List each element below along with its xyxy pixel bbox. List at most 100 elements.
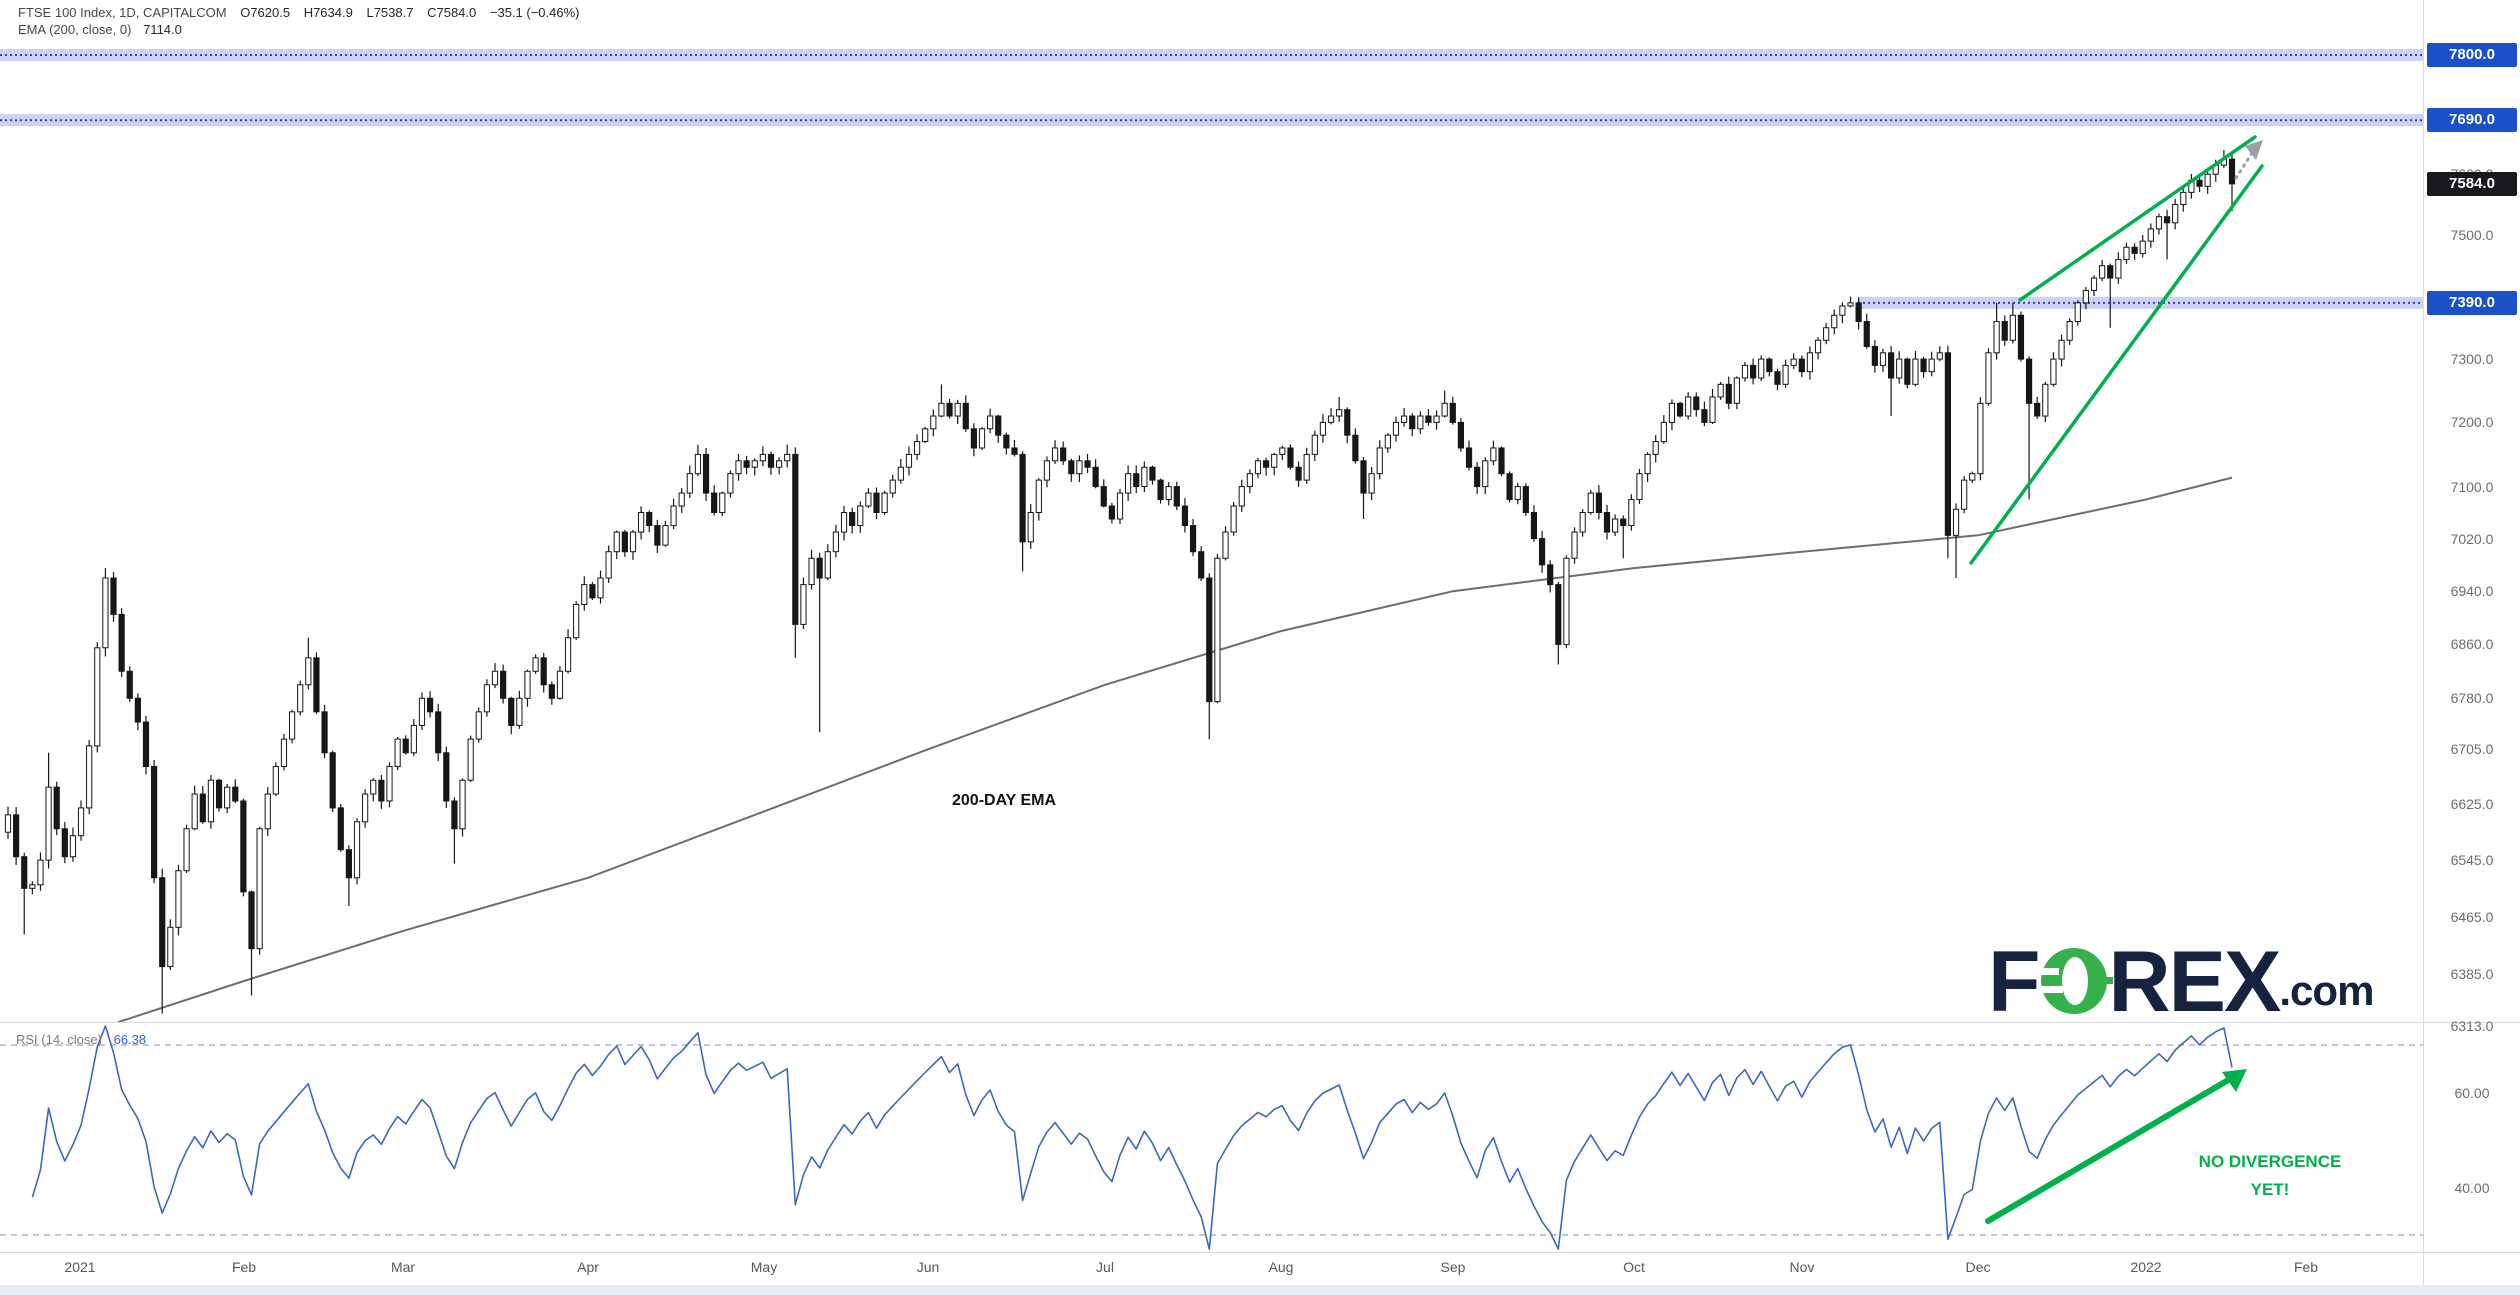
candle-body [2099, 265, 2106, 279]
candle-body [1603, 512, 1611, 533]
candle-body [775, 460, 783, 468]
candle-body [126, 670, 133, 699]
candle-body [69, 835, 77, 858]
time-axis-separator[interactable] [0, 1252, 2520, 1253]
pane-separator[interactable] [0, 1022, 2520, 1023]
candle-body [873, 492, 880, 514]
time-axis-label[interactable]: Oct [1623, 1259, 1645, 1275]
candle-body [13, 814, 20, 858]
candle-body [207, 779, 215, 823]
candle-body [1717, 383, 1724, 398]
rsi-trend-arrow[interactable] [1985, 1076, 2233, 1224]
last-price-badge[interactable]: 7584.0 [2427, 171, 2517, 196]
symbol-title[interactable]: FTSE 100 Index, 1D, CAPITALCOM [18, 5, 227, 20]
candle-body [987, 415, 994, 430]
price-level-badge[interactable]: 7390.0 [2427, 290, 2517, 315]
time-axis-label[interactable]: Jul [1096, 1259, 1114, 1275]
candle-body [1863, 321, 1870, 348]
price-change: −35.1 (−0.46%) [489, 5, 580, 20]
candle-body [1465, 447, 1473, 468]
time-axis-label[interactable]: Nov [1789, 1259, 1815, 1275]
ema-annotation: 200-DAY EMA [952, 792, 1057, 809]
candle-body [508, 697, 515, 726]
bottom-toolbar-strip [0, 1285, 2520, 1295]
candle-body [110, 577, 117, 615]
rsi-line[interactable] [31, 1025, 2233, 1250]
rsi-legend-value: 66.38 [113, 1032, 147, 1047]
time-axis-label[interactable]: Feb [231, 1259, 257, 1275]
candle-body [467, 738, 474, 781]
time-axis-label[interactable]: Mar [390, 1259, 416, 1275]
projection-arrowhead-icon[interactable] [2245, 140, 2263, 160]
rsi-legend-label[interactable]: RSI (14, close) [16, 1032, 102, 1047]
candle-body [1157, 479, 1164, 501]
candle-body [1920, 358, 1927, 373]
candle-body [1612, 518, 1619, 533]
wedge-upper-trendline[interactable] [2018, 135, 2257, 302]
candle-body [751, 460, 758, 468]
price-axis-label: 6313.0 [2450, 1017, 2494, 1034]
candle-body [2025, 358, 2033, 404]
candle-body [151, 765, 158, 879]
candle-body [61, 828, 68, 858]
candle-body [313, 657, 320, 713]
projection-dotted-line[interactable] [2234, 151, 2254, 180]
time-axis-label[interactable]: Apr [577, 1259, 599, 1275]
candle-body [418, 697, 426, 726]
candle-body [321, 711, 328, 754]
candle-body [865, 492, 872, 507]
candle-body [1246, 473, 1253, 488]
candle-body [1806, 352, 1814, 373]
candle-body [646, 512, 653, 527]
candle-body [102, 577, 109, 649]
ema-200-line[interactable] [117, 476, 2233, 1024]
candle-body [1839, 305, 1846, 316]
candle-body [1644, 453, 1651, 475]
candle-body [248, 891, 255, 950]
candle-body [288, 711, 296, 740]
time-axis-label[interactable]: Dec [1965, 1259, 1991, 1275]
price-level-badge[interactable]: 7800.0 [2427, 43, 2517, 67]
time-axis-label[interactable]: 2022 [2130, 1259, 2162, 1275]
symbol-legend[interactable]: FTSE 100 Index, 1D, CAPITALCOM O7620.5 H… [18, 5, 580, 20]
candle-body [621, 531, 628, 553]
time-axis-label[interactable]: May [750, 1259, 778, 1275]
candle-body [2001, 321, 2008, 341]
candle-body [662, 525, 669, 546]
candle-body [1027, 512, 1034, 543]
candle-body [1936, 352, 1943, 360]
wedge-lower-trendline[interactable] [1969, 164, 2264, 565]
price-axis-label: 6860.0 [2450, 636, 2494, 653]
candle-body [1230, 505, 1237, 533]
candle-body [556, 670, 564, 699]
ema-legend[interactable]: EMA (200, close, 0) 7114.0 [18, 22, 182, 37]
logo-circle-hole [2061, 957, 2088, 1005]
time-axis-label[interactable]: Sep [1440, 1259, 1466, 1275]
candle-body [1019, 453, 1026, 543]
rsi-arrowhead-icon[interactable] [2222, 1069, 2247, 1092]
candle-body [857, 505, 864, 527]
candle-body [1254, 460, 1262, 475]
time-axis-label[interactable]: 2021 [64, 1259, 96, 1275]
candle-body [629, 531, 637, 553]
candle-body [800, 584, 807, 625]
candle-body [1912, 358, 1919, 385]
time-axis-label[interactable]: Feb [2293, 1259, 2319, 1275]
time-axis-label[interactable]: Jun [916, 1259, 940, 1275]
rsi-legend[interactable]: RSI (14, close) 66.38 [16, 1032, 146, 1047]
candle-body [1668, 402, 1676, 423]
candle-body [459, 779, 466, 830]
candle-body [913, 441, 921, 455]
candle-body [832, 531, 840, 553]
candle-body [1831, 314, 1838, 329]
candle-body [402, 738, 409, 754]
candle-body [1344, 409, 1351, 436]
time-axis-label[interactable]: Aug [1268, 1259, 1294, 1275]
candle-body [1482, 460, 1489, 488]
ema-legend-label[interactable]: EMA (200, close, 0) [18, 22, 132, 37]
resistance-band[interactable] [1858, 296, 2423, 309]
price-level-badge[interactable]: 7690.0 [2427, 108, 2517, 133]
candle-body [353, 821, 361, 879]
ohlc-high: H7634.9 [303, 5, 353, 20]
